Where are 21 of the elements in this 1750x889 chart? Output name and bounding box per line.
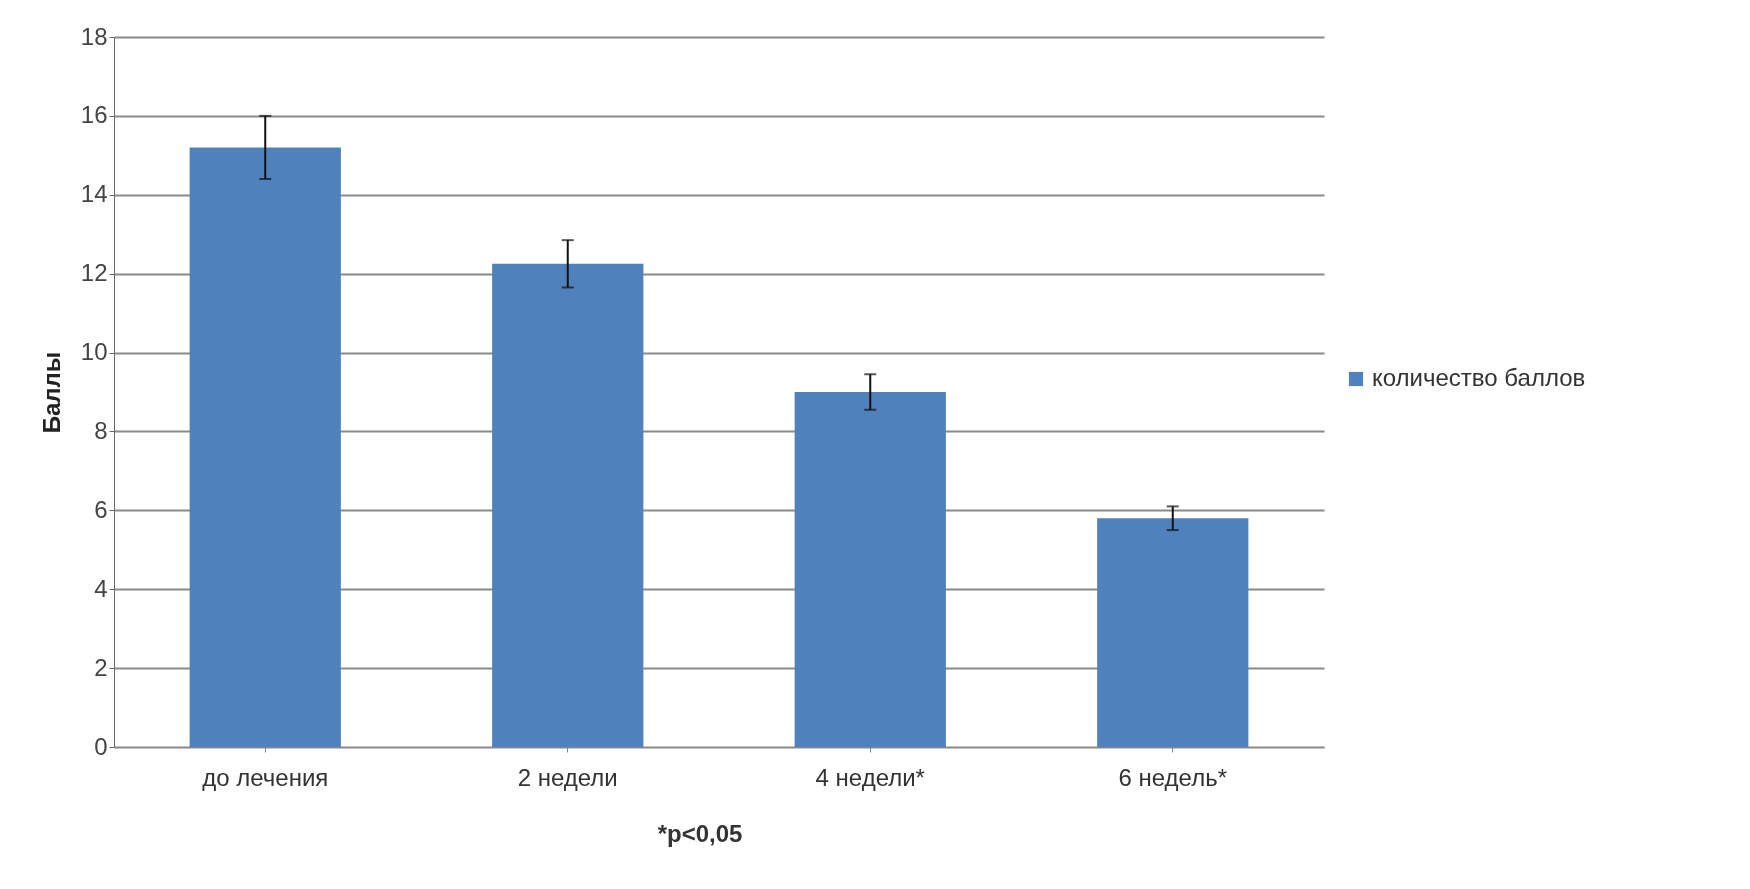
y-tick-label: 2: [94, 653, 108, 681]
y-tick-label: 10: [80, 338, 108, 366]
legend-label: количество баллов: [1372, 364, 1586, 391]
bar: [1097, 518, 1249, 747]
bar: [492, 263, 644, 747]
y-tick-label: 12: [80, 259, 108, 287]
y-tick-label: 8: [94, 416, 108, 444]
y-tick-label: 16: [80, 101, 108, 129]
y-tick-label: 4: [94, 574, 108, 602]
x-tick-label: 6 недель*: [1118, 763, 1227, 791]
text: *p<0,05: [656, 820, 744, 848]
y-tick-label: 18: [80, 22, 108, 50]
x-tick-label: 2 недели: [517, 763, 618, 791]
x-tick-label: до лечения: [202, 763, 329, 791]
y-tick-label: 0: [94, 732, 108, 760]
y-tick-label: 6: [94, 495, 108, 523]
bar: [794, 392, 946, 747]
y-tick-label: 14: [80, 180, 108, 208]
bar: [189, 147, 341, 747]
y-axis-title: Баллы: [37, 351, 65, 434]
x-tick-label: 4 недели*: [815, 763, 925, 791]
